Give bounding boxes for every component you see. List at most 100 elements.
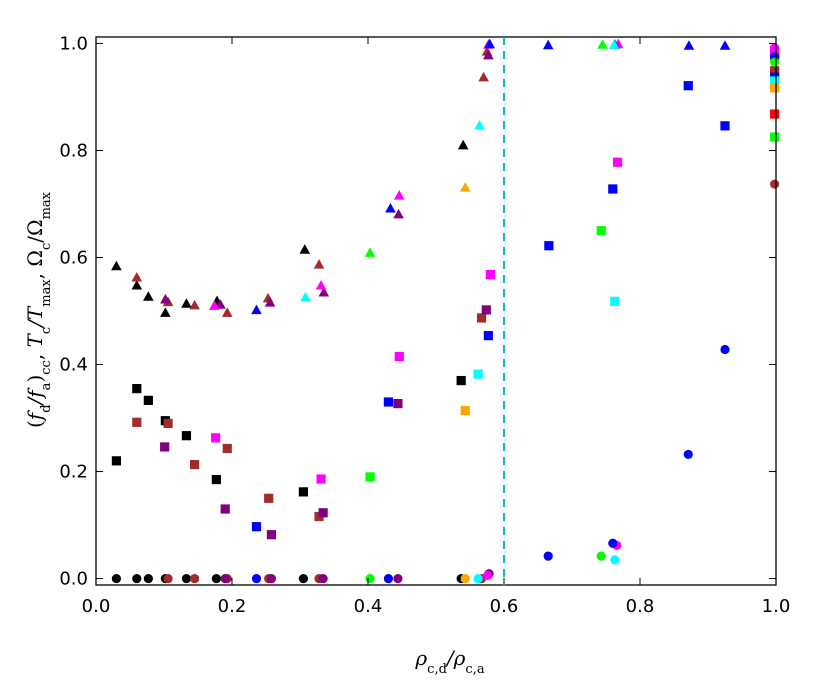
data-point-triangle-cyan [474,120,485,130]
data-point-square-magenta [316,474,326,484]
x-tick-label: 0.8 [626,596,655,617]
data-point-triangle-black [299,244,311,254]
x-tick-label: 0.2 [218,596,247,617]
data-point-triangle-brown [131,271,143,282]
data-point-triangle-purple [160,293,171,304]
data-point-circle-purple [220,573,230,584]
data-point-triangle-magenta [209,300,220,310]
data-point-square-cyan [473,369,483,379]
data-point-triangle-black [111,260,122,271]
data-point-triangle-black [131,280,143,290]
data-point-square-brown [163,418,173,428]
data-point-circle-magenta [483,570,493,580]
data-point-square-black [111,456,121,466]
data-point-circle-blue [683,449,693,460]
data-point-triangle-brown [221,307,233,317]
data-point-circle-blue [608,538,618,548]
data-point-circle-green [596,551,606,561]
data-point-square-black [181,431,192,441]
data-point-square-magenta [211,433,221,443]
data-point-circle-brown [163,573,173,584]
y-tick-label: 0.8 [59,140,88,161]
data-point-triangle-purple [264,297,276,307]
data-point-square-black [211,474,221,485]
data-point-square-brown [190,459,200,470]
data-point-circle-black [298,573,308,584]
y-axis-label: (fd/fa)cc, Tc/Tmax, Ωc/Ωmax [23,191,54,428]
data-point-triangle-black [160,307,171,317]
data-point-square-magenta [612,157,623,167]
data-point-square-green [596,226,606,236]
data-point-square-blue [608,184,618,194]
x-axis-label: ρc,d/ρc,a [414,646,484,677]
y-tick-label: 0.4 [59,355,88,376]
data-point-square-cyan [770,76,780,86]
data-point-triangle-cyan [608,39,620,49]
x-tick-label: 1.0 [762,596,791,617]
data-point-square-magenta [394,351,404,362]
data-point-triangle-purple [483,49,494,60]
data-point-triangle-blue [251,304,262,315]
data-point-circle-cyan [610,555,620,565]
data-point-circle-blue [543,551,553,561]
data-point-square-green [770,132,780,142]
plot-frame [95,36,777,586]
data-point-circle-magenta [770,43,780,53]
data-point-circle-black [143,573,153,584]
y-tick-label: 1.0 [59,33,88,54]
data-point-circle-cyan [473,573,483,584]
data-point-circle-orange [460,573,470,584]
data-point-circle-blue [251,573,262,584]
data-point-square-brown [264,493,274,503]
data-point-square-black [298,487,308,497]
data-point-circle-black [211,573,221,584]
data-point-square-black [456,375,466,386]
data-point-square-black [132,383,142,394]
data-point-square-blue [683,81,693,91]
data-point-triangle-magenta [315,280,327,290]
data-point-square-brown [476,313,487,323]
data-point-triangle-green [364,247,376,257]
data-point-triangle-blue [719,40,731,50]
data-point-square-purple [318,508,328,518]
data-point-circle-blue [383,573,393,584]
data-point-triangle-blue [683,40,695,50]
x-tick-label: 0.0 [82,596,111,617]
data-point-triangle-magenta [393,190,405,200]
data-point-circle-blue [720,344,730,355]
data-point-triangle-purple [215,299,226,309]
data-point-square-blue [483,331,493,341]
data-point-triangle-green [597,39,608,49]
data-point-square-purple [266,530,277,540]
data-point-triangle-black [181,298,192,308]
data-point-triangle-purple [318,286,330,297]
data-point-triangle-cyan [300,291,311,302]
data-point-square-cyan [610,296,620,306]
data-point-triangle-brown [313,259,325,269]
data-point-square-blue [544,241,554,251]
data-point-square-blue [251,522,262,532]
data-point-circle-black [111,573,121,584]
data-point-square-purple [160,442,170,452]
data-point-square-black [143,395,153,405]
axis-ticks: 0.0 0.2 0.4 0.6 0.8 1.0 0.0 0.2 0.4 0.6 0.8 1.0 [59,33,790,617]
data-point-triangle-blue [484,38,496,49]
data-point-triangle-purple [393,208,404,219]
x-tick-label: 0.4 [354,596,383,617]
data-point-triangle-brown [478,71,489,82]
data-point-triangle-black [143,291,154,301]
data-point-triangle-brown [189,299,200,310]
data-point-square-brown [222,443,232,454]
data-point-triangle-blue [385,202,396,213]
data-point-square-blue [720,121,730,131]
data-point-circle-purple [393,573,403,584]
data-point-triangle-blue [542,39,554,50]
data-point-square-purple [393,398,403,409]
data-point-square-red [770,109,780,119]
data-point-triangle-orange [459,182,471,192]
x-tick-label: 0.6 [490,596,519,617]
data-point-square-purple [481,305,491,315]
data-point-circle-green [770,57,780,67]
data-point-triangle-black [457,139,469,150]
